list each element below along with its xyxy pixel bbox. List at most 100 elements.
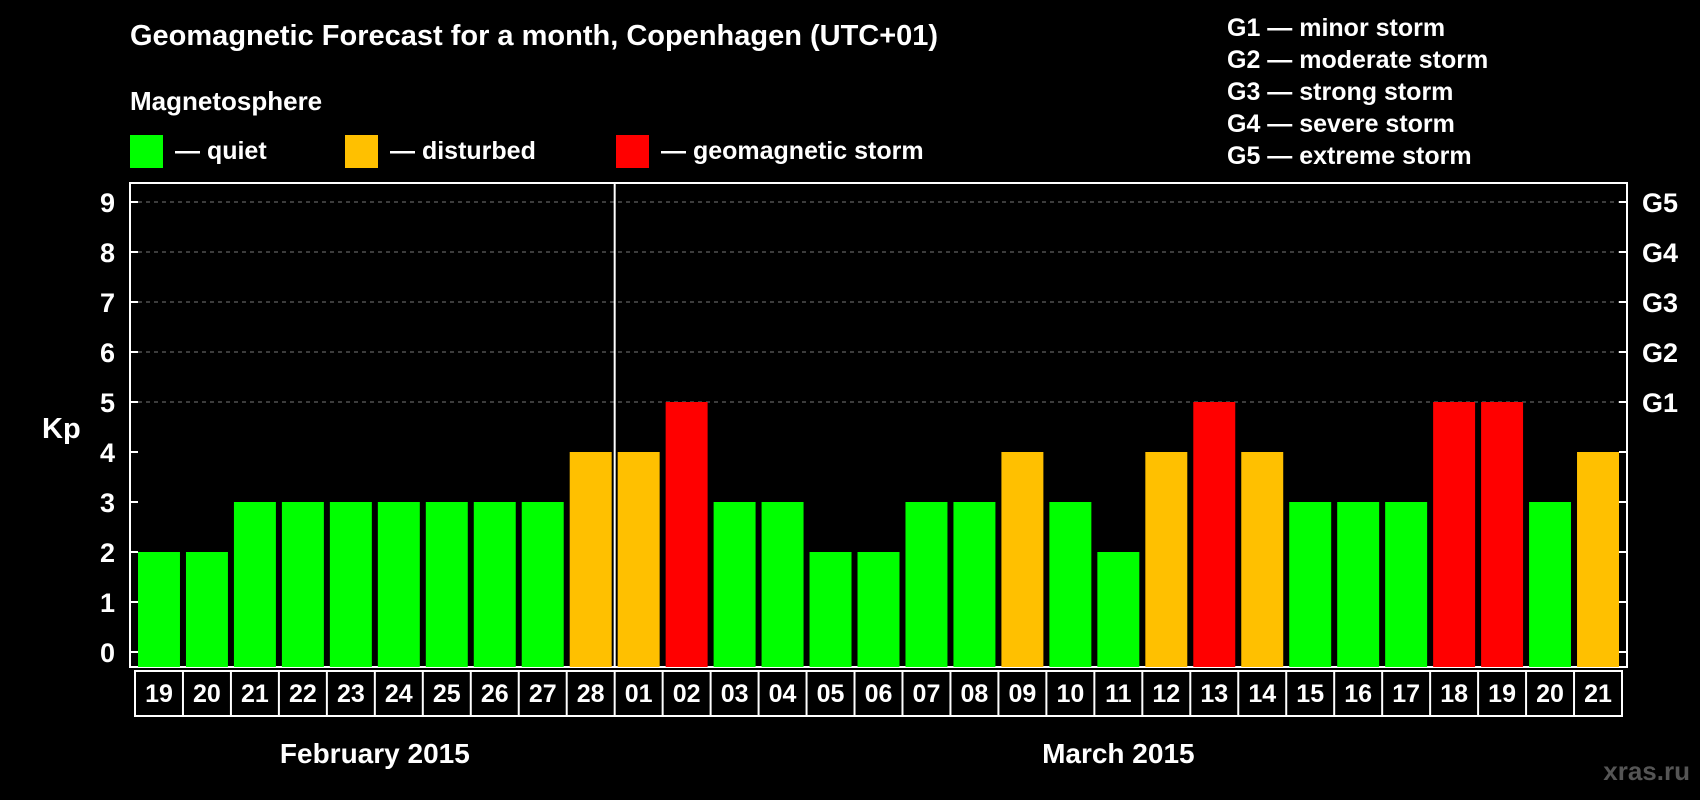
date-label: 12 (1152, 680, 1180, 708)
date-label: 21 (241, 680, 269, 708)
date-label: 20 (193, 680, 221, 708)
y-tick-label: 3 (100, 488, 115, 518)
date-label: 03 (721, 680, 749, 708)
y-tick-label: 1 (100, 588, 115, 618)
chart-title: Geomagnetic Forecast for a month, Copenh… (130, 20, 939, 52)
kp-bar (1145, 452, 1188, 667)
legend-quiet: — quiet (130, 133, 267, 169)
date-label: 15 (1296, 680, 1324, 708)
date-label: 19 (145, 680, 173, 708)
month-label: March 2015 (1042, 738, 1195, 769)
watermark: xras.ru (1603, 756, 1690, 786)
g3-legend: G3 — strong storm (1227, 78, 1454, 106)
kp-bar (521, 502, 564, 667)
kp-bar (1289, 502, 1332, 667)
date-label: 21 (1584, 680, 1612, 708)
kp-bar (761, 502, 804, 667)
y-tick-label: 2 (100, 538, 115, 568)
date-label: 17 (1392, 680, 1420, 708)
kp-bar (1049, 502, 1092, 667)
g-scale-label: G2 (1642, 338, 1678, 368)
date-label: 22 (289, 680, 317, 708)
date-label: 19 (1488, 680, 1516, 708)
date-label: 07 (913, 680, 941, 708)
kp-bar (953, 502, 996, 667)
kp-bar (138, 552, 180, 667)
date-label: 26 (481, 680, 509, 708)
kp-bar (329, 502, 372, 667)
kp-bar (1385, 502, 1428, 667)
legend-storm: — geomagnetic storm (616, 133, 924, 169)
kp-bar (1097, 552, 1140, 667)
date-label: 02 (673, 680, 701, 708)
kp-bar (1481, 402, 1524, 667)
g-scale-label: G3 (1642, 288, 1678, 318)
kp-bar (1433, 402, 1476, 667)
g-scale-label: G1 (1642, 388, 1678, 418)
month-label: February 2015 (280, 738, 470, 769)
kp-bar (233, 502, 276, 667)
date-label: 08 (961, 680, 989, 708)
g2-legend: G2 — moderate storm (1227, 46, 1489, 74)
date-label: 20 (1536, 680, 1564, 708)
y-tick-label: 0 (100, 638, 115, 668)
date-label: 06 (865, 680, 893, 708)
date-label: 28 (577, 680, 605, 708)
date-row-frame (134, 670, 1623, 717)
kp-bar (857, 552, 900, 667)
kp-bar (569, 452, 612, 667)
date-label: 09 (1008, 680, 1036, 708)
y-tick-label: 4 (100, 438, 115, 468)
g4-legend: G4 — severe storm (1227, 110, 1455, 138)
date-label: 01 (625, 680, 653, 708)
g1-legend: G1 — minor storm (1227, 14, 1446, 42)
magnetosphere-title: Magnetosphere (130, 86, 323, 116)
kp-bar (665, 402, 708, 667)
disturbed-swatch (345, 134, 378, 168)
quiet-swatch (130, 134, 163, 168)
g5-legend: G5 — extreme storm (1227, 142, 1472, 170)
kp-bar (809, 552, 852, 667)
y-tick-label: 9 (100, 188, 115, 218)
date-label: 25 (433, 680, 461, 708)
kp-bar (617, 452, 660, 667)
kp-bar (425, 502, 468, 667)
date-label: 13 (1200, 680, 1228, 708)
kp-bar (1001, 452, 1044, 667)
date-label: 18 (1440, 680, 1468, 708)
y-tick-label: 5 (100, 388, 115, 418)
y-tick-label: 7 (100, 288, 115, 318)
g-scale-label: G5 (1642, 188, 1678, 218)
date-label: 10 (1056, 680, 1084, 708)
legend-disturbed: — disturbed (345, 133, 536, 169)
y-tick-label: 8 (100, 238, 115, 268)
date-label: 27 (529, 680, 557, 708)
kp-bar (713, 502, 756, 667)
g-scale-label: G4 (1642, 238, 1678, 268)
kp-bar (1577, 452, 1619, 667)
y-tick-label: 6 (100, 338, 115, 368)
date-label: 24 (385, 680, 413, 708)
y-axis-label: Kp (42, 413, 81, 445)
date-label: 05 (817, 680, 845, 708)
storm-swatch (616, 134, 649, 168)
legend-disturbed-label: — disturbed (390, 136, 536, 165)
storm-scale-legend: G1 — minor storm G2 — moderate storm G3 … (1227, 12, 1488, 172)
legend-storm-label: — geomagnetic storm (661, 136, 924, 165)
date-label: 14 (1248, 680, 1276, 708)
date-label: 04 (769, 680, 797, 708)
kp-bar (185, 552, 228, 667)
date-label: 16 (1344, 680, 1372, 708)
kp-bar (905, 502, 948, 667)
kp-bar (1529, 502, 1572, 667)
kp-bar (1241, 452, 1284, 667)
kp-bar (1193, 402, 1236, 667)
date-label: 23 (337, 680, 365, 708)
kp-bar (377, 502, 420, 667)
kp-bar (473, 502, 516, 667)
kp-bar (281, 502, 324, 667)
legend-quiet-label: — quiet (175, 136, 267, 165)
kp-bar (1337, 502, 1380, 667)
date-label: 11 (1105, 680, 1132, 708)
